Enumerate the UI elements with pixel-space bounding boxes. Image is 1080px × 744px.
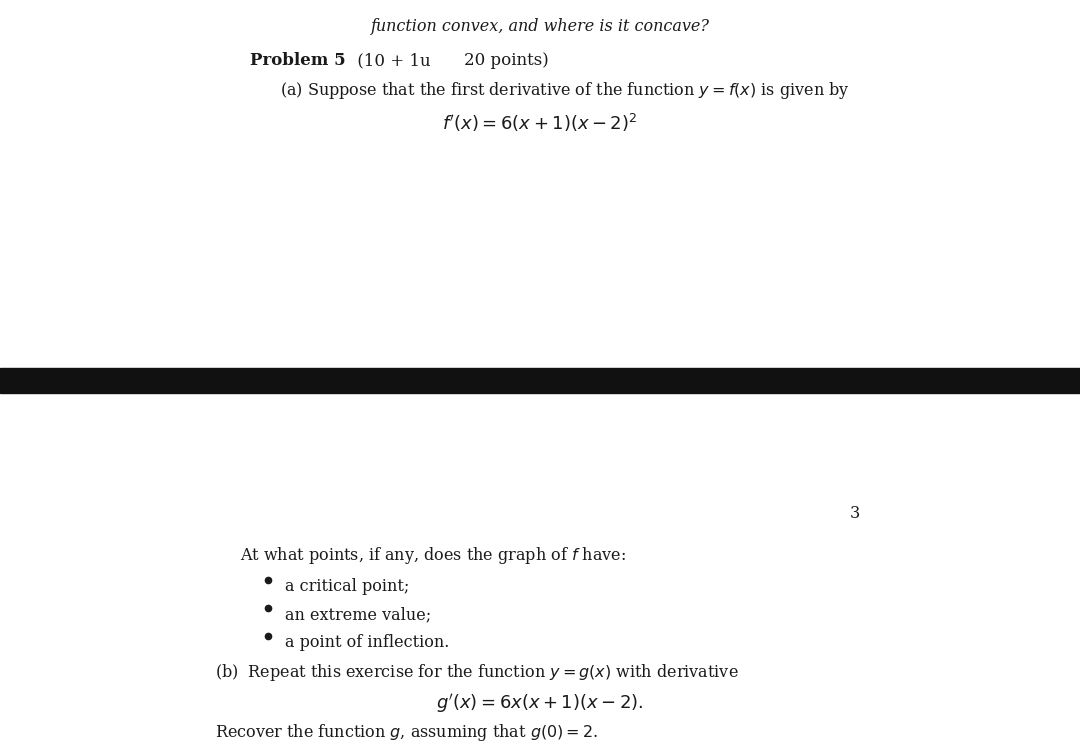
Bar <box>0 368 1080 393</box>
Text: Recover the function $g$, assuming that $g(0) = 2$.: Recover the function $g$, assuming that … <box>215 722 598 743</box>
Text: an extreme value;: an extreme value; <box>285 606 431 623</box>
Text: a point of inflection.: a point of inflection. <box>285 634 449 651</box>
Text: (a) Suppose that the first derivative of the function $y = f(x)$ is given by: (a) Suppose that the first derivative of… <box>280 80 850 101</box>
Text: 3: 3 <box>850 505 860 522</box>
Text: 20 points): 20 points) <box>464 52 549 69</box>
Text: a critical point;: a critical point; <box>285 578 409 595</box>
Text: $f'(x) = 6(x+1)(x-2)^2$: $f'(x) = 6(x+1)(x-2)^2$ <box>443 112 637 134</box>
Text: Problem 5: Problem 5 <box>249 52 346 69</box>
Text: function convex, and where is it concave?: function convex, and where is it concave… <box>370 18 710 35</box>
Text: At what points, if any, does the graph of $f$ have:: At what points, if any, does the graph o… <box>240 545 626 566</box>
Text: $g'(x) = 6x(x+1)(x-2).$: $g'(x) = 6x(x+1)(x-2).$ <box>436 692 644 715</box>
Text: (b)  Repeat this exercise for the function $y = g(x)$ with derivative: (b) Repeat this exercise for the functio… <box>215 662 739 683</box>
Text: (10 + 1u: (10 + 1u <box>352 52 431 69</box>
